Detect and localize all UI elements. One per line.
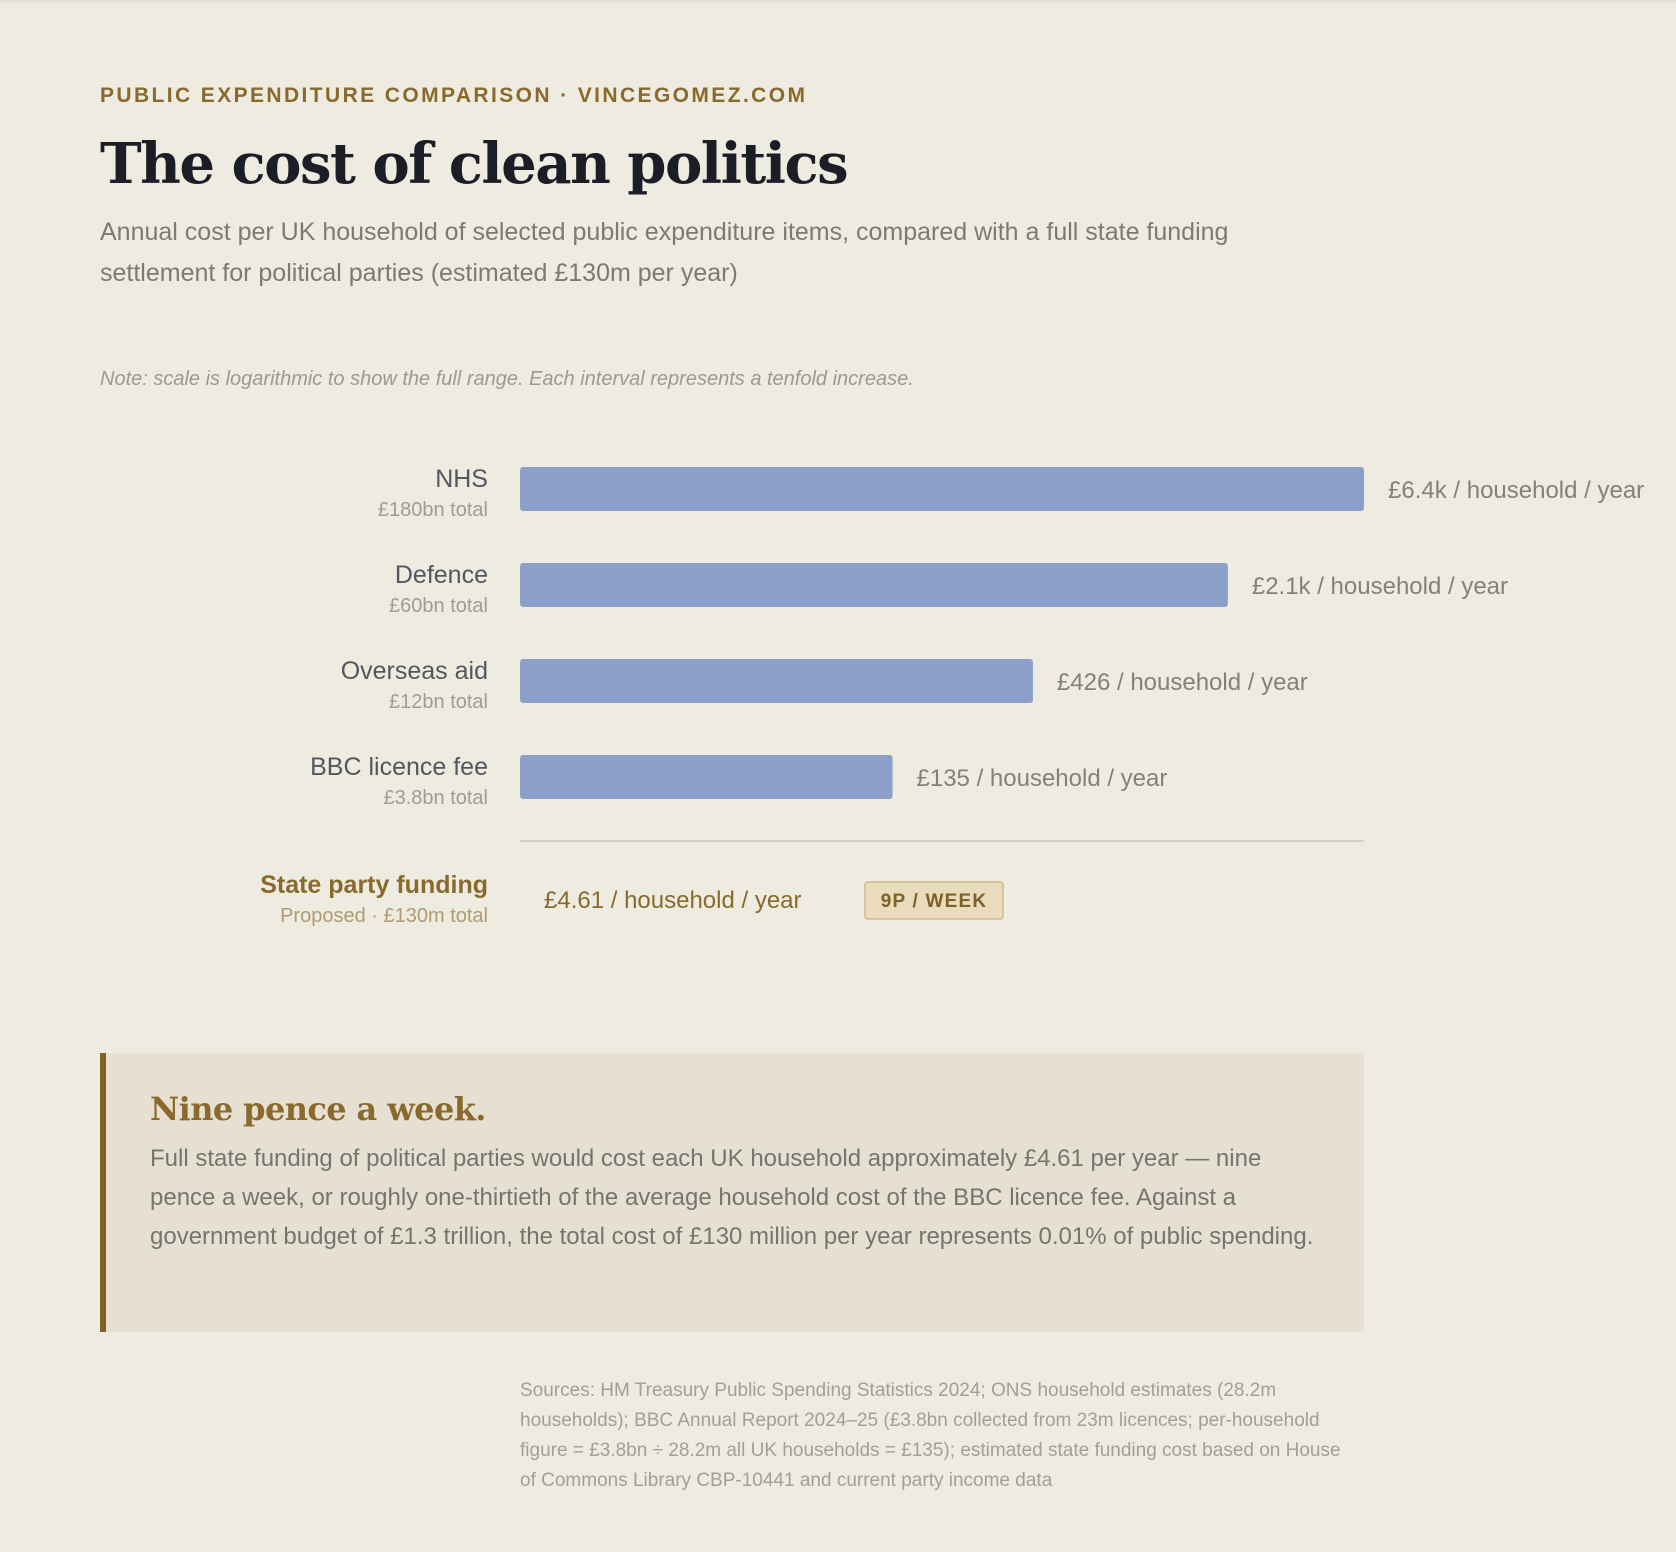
highlight-sub: Proposed · £130m total (280, 905, 488, 927)
kicker: PUBLIC EXPENDITURE COMPARISON · VINCEGOM… (100, 84, 808, 107)
callout-box: Nine pence a week. Full state funding of… (100, 1053, 1364, 1332)
category-total-defence: £60bn total (389, 595, 488, 617)
scale-note: Note: scale is logarithmic to show the f… (100, 368, 914, 390)
highlight-label: State party funding (260, 871, 488, 899)
category-label-overseas-aid: Overseas aid (341, 657, 488, 685)
value-label-defence: £2.1k / household / year (1252, 573, 1508, 600)
page-title: The cost of clean politics (100, 131, 849, 197)
bar-defence (520, 563, 1228, 607)
bar-chart: NHS £180bn total £6.4k / household / year D… (260, 465, 1644, 927)
top-rule (0, 0, 1676, 3)
bar-bbc-licence-fee (520, 755, 893, 799)
bar-nhs (520, 467, 1364, 511)
highlight-value-label: £4.61 / household / year (544, 887, 802, 914)
callout-body: Full state funding of political parties … (150, 1145, 1314, 1250)
callout-title: Nine pence a week. (150, 1090, 486, 1128)
week-badge-label: 9P / WEEK (881, 891, 988, 912)
category-total-overseas-aid: £12bn total (389, 691, 488, 713)
week-badge (864, 881, 1004, 920)
value-label-bbc-licence-fee: £135 / household / year (917, 765, 1168, 792)
value-label-nhs: £6.4k / household / year (1388, 477, 1644, 504)
page-subtitle: Annual cost per UK household of selected… (100, 218, 1229, 287)
category-total-nhs: £180bn total (378, 499, 488, 521)
bar-overseas-aid (520, 659, 1033, 703)
sources-note: Sources: HM Treasury Public Spending Sta… (520, 1380, 1341, 1491)
category-total-bbc-licence-fee: £3.8bn total (383, 787, 488, 809)
category-label-defence: Defence (395, 561, 488, 589)
category-label-nhs: NHS (435, 465, 488, 493)
value-label-overseas-aid: £426 / household / year (1057, 669, 1308, 696)
category-label-bbc-licence-fee: BBC licence fee (310, 753, 488, 781)
